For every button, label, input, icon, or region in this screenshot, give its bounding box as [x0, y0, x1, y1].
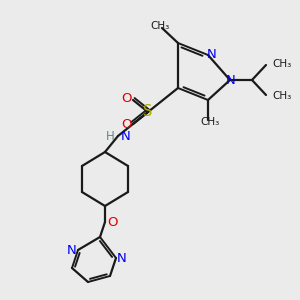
Text: O: O: [122, 118, 132, 131]
Text: N: N: [67, 244, 77, 256]
Text: N: N: [207, 47, 217, 61]
Text: CH₃: CH₃: [200, 117, 220, 127]
Text: N: N: [226, 74, 236, 86]
Text: O: O: [108, 217, 118, 230]
Text: CH₃: CH₃: [150, 21, 170, 31]
Text: O: O: [122, 92, 132, 106]
Text: CH₃: CH₃: [272, 91, 291, 101]
Text: H: H: [106, 130, 115, 143]
Text: N: N: [117, 251, 127, 265]
Text: N: N: [121, 130, 131, 143]
Text: S: S: [143, 104, 153, 119]
Text: CH₃: CH₃: [272, 59, 291, 69]
